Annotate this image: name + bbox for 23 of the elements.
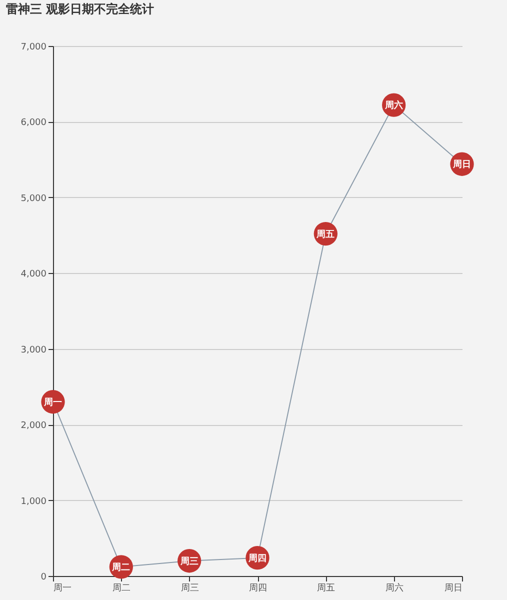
x-tick-label: 周一 xyxy=(54,582,72,594)
category-label: 周一 xyxy=(44,398,62,408)
chart-title: 雷神三 观影日期不完全统计 xyxy=(6,2,154,16)
category-label: 周二 xyxy=(112,562,130,573)
y-tick-label: 0 xyxy=(40,572,47,582)
y-tick-label: 7,000 xyxy=(20,42,47,52)
x-tick-label: 周三 xyxy=(180,582,199,594)
y-tick-label: 5,000 xyxy=(20,194,47,204)
category-label: 周六 xyxy=(384,101,403,112)
y-tick-label: 6,000 xyxy=(20,118,47,128)
category-label: 周三 xyxy=(180,556,198,567)
y-tick-label: 4,000 xyxy=(20,270,47,280)
x-tick-label: 周二 xyxy=(112,582,131,594)
x-tick-label: 周日 xyxy=(444,582,462,594)
x-tick-label: 周五 xyxy=(317,582,336,594)
x-tick-label: 周六 xyxy=(385,582,404,594)
y-tick-label: 1,000 xyxy=(20,496,47,507)
y-tick-label: 3,000 xyxy=(20,345,47,356)
y-tick-label: 2,000 xyxy=(20,421,47,432)
x-tick-label: 周四 xyxy=(249,582,267,594)
category-label: 周四 xyxy=(248,554,266,564)
category-label: 周日 xyxy=(453,160,471,170)
category-label: 周五 xyxy=(316,230,335,240)
